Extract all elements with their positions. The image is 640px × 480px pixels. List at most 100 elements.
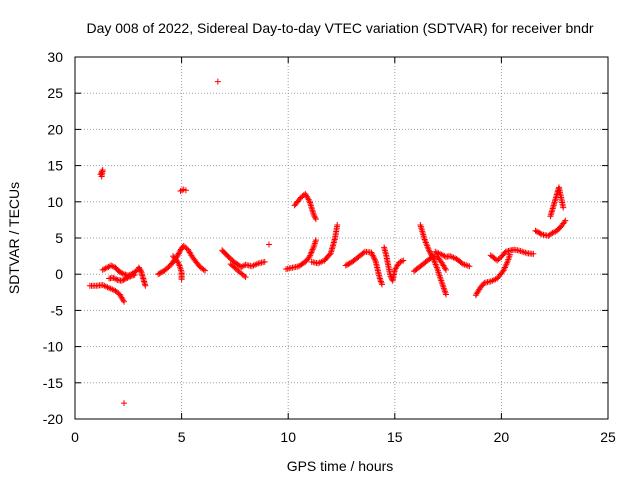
data-point xyxy=(175,261,182,268)
data-point xyxy=(118,269,125,276)
data-point xyxy=(124,274,131,281)
data-point xyxy=(175,251,182,258)
data-point xyxy=(158,269,165,276)
data-point xyxy=(105,263,112,270)
data-point xyxy=(429,253,436,260)
y-tick-label: 25 xyxy=(47,85,63,101)
data-point xyxy=(108,262,115,269)
data-point xyxy=(533,228,540,235)
data-point xyxy=(326,251,333,258)
plot-frame xyxy=(74,56,609,420)
data-point xyxy=(312,214,319,221)
data-point xyxy=(102,265,109,272)
data-point xyxy=(334,221,341,228)
data-point xyxy=(377,278,384,285)
data-point xyxy=(142,282,149,289)
data-point xyxy=(346,260,353,267)
data-point xyxy=(137,267,144,274)
data-point xyxy=(397,258,404,265)
data-point xyxy=(370,253,377,260)
data-point xyxy=(175,259,182,266)
x-tick-label: 25 xyxy=(600,429,616,445)
data-point xyxy=(309,246,316,253)
data-point xyxy=(307,250,314,257)
data-point xyxy=(345,261,352,268)
data-point xyxy=(371,256,378,263)
y-tick-label: 5 xyxy=(55,230,63,246)
data-point xyxy=(126,274,133,281)
data-point xyxy=(121,276,128,283)
x-axis-label: GPS time / hours xyxy=(287,458,394,474)
data-point xyxy=(428,252,435,259)
data-point xyxy=(377,276,384,283)
data-point xyxy=(560,204,567,211)
data-point xyxy=(425,247,432,254)
y-tick-label: -10 xyxy=(43,339,63,355)
data-point xyxy=(442,291,449,298)
data-point xyxy=(174,258,181,265)
data-point xyxy=(266,241,273,248)
data-point xyxy=(562,217,569,224)
data-point xyxy=(530,250,537,257)
data-point xyxy=(177,247,184,254)
data-point xyxy=(98,173,105,180)
data-point xyxy=(428,251,435,258)
data-point xyxy=(109,263,116,270)
y-tick-label: 15 xyxy=(47,158,63,174)
data-point xyxy=(110,274,117,281)
data-point xyxy=(310,245,317,252)
data-point xyxy=(113,276,120,283)
data-point xyxy=(308,249,315,256)
y-tick-label: 0 xyxy=(55,266,63,282)
data-point xyxy=(400,257,407,264)
data-point xyxy=(369,250,376,257)
data-point xyxy=(156,270,163,277)
y-tick-label: 10 xyxy=(47,194,63,210)
data-point xyxy=(440,252,447,259)
data-point xyxy=(342,262,349,269)
y-tick-label: 20 xyxy=(47,121,63,137)
data-point xyxy=(549,229,556,236)
y-tick-label: 30 xyxy=(47,49,63,65)
data-point xyxy=(396,259,403,266)
data-point xyxy=(311,213,318,220)
y-tick-label: -15 xyxy=(43,375,63,391)
data-point xyxy=(242,274,249,281)
data-point xyxy=(368,249,375,256)
data-point xyxy=(310,211,317,218)
data-point xyxy=(537,230,544,237)
data-point xyxy=(241,272,248,279)
data-point xyxy=(157,269,164,276)
data-point xyxy=(438,251,445,258)
chart-title: Day 008 of 2022, Sidereal Day-to-day VTE… xyxy=(86,20,593,36)
x-tick-label: 10 xyxy=(280,429,296,445)
data-point xyxy=(120,276,127,283)
x-tick-label: 15 xyxy=(387,429,403,445)
data-point xyxy=(101,266,108,273)
data-point xyxy=(532,227,539,234)
data-point xyxy=(550,229,557,236)
data-point xyxy=(178,276,185,283)
data-point xyxy=(369,252,376,259)
data-point xyxy=(307,252,314,259)
data-point xyxy=(376,275,383,282)
data-points xyxy=(86,78,569,407)
data-point xyxy=(155,271,162,278)
data-point xyxy=(306,253,313,260)
data-point xyxy=(116,269,123,276)
gridlines xyxy=(75,57,608,419)
data-point xyxy=(312,216,319,223)
axis-ticks: 0 5 10 15 20 25 -20 -15 -10 -5 0 5 10 15 20 25 30 xyxy=(43,49,616,445)
data-point xyxy=(123,275,130,282)
data-point xyxy=(312,237,319,244)
data-point xyxy=(99,266,106,273)
data-point xyxy=(239,263,246,270)
data-point xyxy=(238,263,245,270)
data-point xyxy=(202,267,209,274)
data-point xyxy=(131,271,138,278)
data-point xyxy=(398,258,405,265)
data-point xyxy=(536,229,543,236)
data-point xyxy=(261,258,268,265)
data-point xyxy=(214,78,221,85)
x-tick-label: 5 xyxy=(178,429,186,445)
